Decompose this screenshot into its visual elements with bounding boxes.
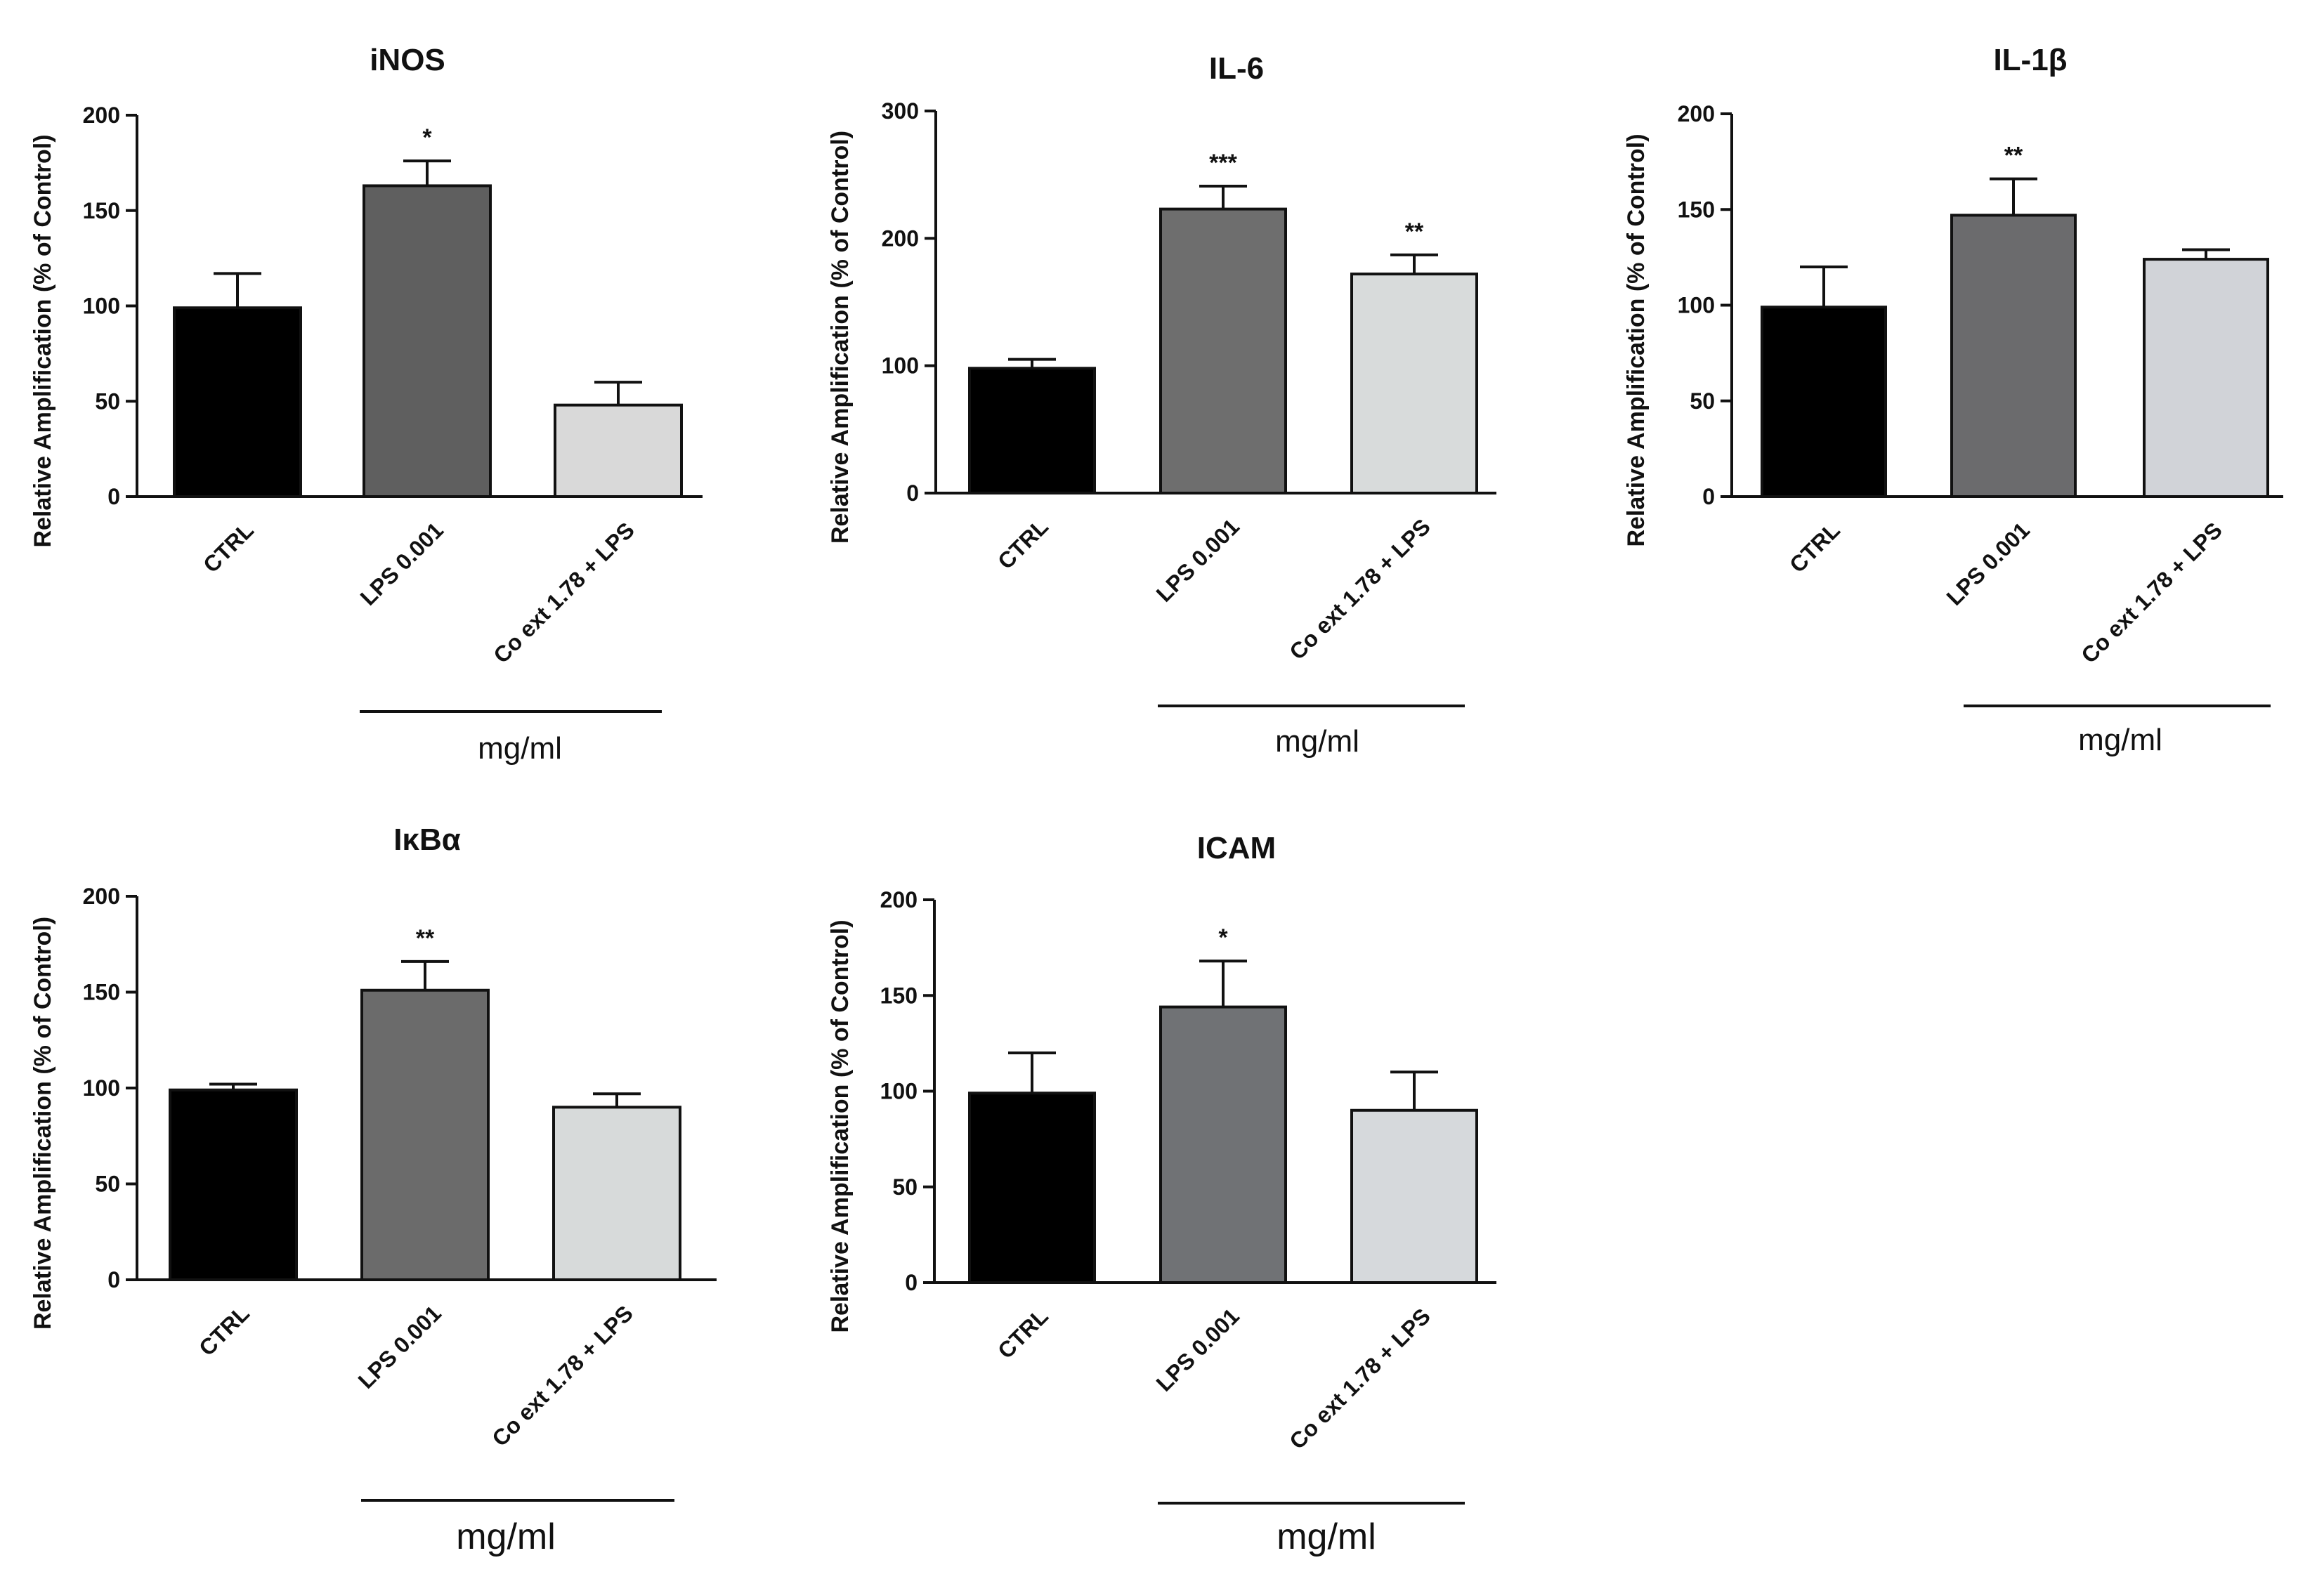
y-tick-label: 100: [1678, 293, 1715, 318]
y-axis-label: Relative Amplification (% of Control): [827, 131, 854, 544]
y-tick-label: 200: [83, 103, 120, 128]
x-tick-label-lps-0-001: LPS 0.001: [355, 517, 448, 610]
y-tick-label: 200: [880, 887, 918, 912]
chart-panel-il-1: IL-1β Relative Amplification (% of Contro…: [1623, 43, 2283, 757]
x-tick-label-lps-0-001: LPS 0.001: [353, 1300, 446, 1393]
x-tick-label-co-ext-1-78-lps: Co ext 1.78 + LPS: [488, 517, 639, 668]
significance-label: **: [416, 925, 435, 952]
x-tick-label-ctrl: CTRL: [198, 517, 259, 577]
chart-title: IκBα: [393, 823, 461, 857]
x-tick-label-co-ext-1-78-lps: Co ext 1.78 + LPS: [1284, 1303, 1435, 1454]
bar-co-ext-1-78-lps: [1350, 273, 1478, 494]
significance-label: *: [422, 124, 432, 151]
y-tick-label: 200: [1678, 101, 1715, 126]
y-axis-label: Relative Amplification (% of Control): [1623, 133, 1650, 546]
y-tick-label: 50: [95, 1172, 120, 1197]
x-tick-label-lps-0-001: LPS 0.001: [1151, 1303, 1244, 1396]
bar-co-ext-1-78-lps: [2143, 258, 2269, 498]
y-tick-label: 0: [905, 1270, 918, 1295]
y-tick-label: 150: [83, 198, 120, 223]
bar-co-ext-1-78-lps: [554, 403, 683, 498]
y-axis-label: Relative Amplification (% of Control): [827, 919, 854, 1332]
x-tick-label-ctrl: CTRL: [993, 1303, 1053, 1363]
significance-label: ***: [1209, 150, 1237, 176]
y-tick-label: 100: [83, 294, 120, 319]
chart-title: IL-1β: [1993, 43, 2067, 77]
x-tick-label-co-ext-1-78-lps: Co ext 1.78 + LPS: [1284, 513, 1435, 664]
unit-label: mg/ml: [1275, 724, 1359, 759]
y-tick-label: 50: [95, 388, 120, 414]
bar-lps-0-001: [1159, 1005, 1287, 1284]
chart-title: ICAM: [1197, 831, 1276, 865]
y-tick-label: 0: [107, 484, 120, 509]
chart-title: IL-6: [1209, 51, 1264, 86]
x-tick-label-co-ext-1-78-lps: Co ext 1.78 + LPS: [2076, 517, 2227, 668]
y-tick-label: 0: [906, 480, 919, 506]
bar-lps-0-001: [1950, 214, 2077, 498]
y-tick-label: 150: [83, 980, 120, 1005]
y-tick-label: 100: [83, 1075, 120, 1101]
y-tick-label: 50: [892, 1174, 918, 1200]
x-tick-label-co-ext-1-78-lps: Co ext 1.78 + LPS: [487, 1300, 638, 1451]
x-tick-label-ctrl: CTRL: [993, 513, 1053, 574]
chart-panel-icam: ICAM Relative Amplification (% of Control…: [827, 831, 1496, 1557]
y-tick-label: 200: [83, 884, 120, 909]
chart-panel-i-b: IκBα Relative Amplification (% of Control…: [30, 823, 717, 1557]
y-tick-label: 100: [880, 1079, 918, 1104]
x-tick-label-lps-0-001: LPS 0.001: [1151, 513, 1244, 606]
chart-panel-il-6: IL-6 Relative Amplification (% of Control…: [827, 51, 1496, 759]
chart-panel-inos: iNOS Relative Amplification (% of Control…: [30, 43, 703, 766]
y-tick-label: 0: [1702, 484, 1715, 509]
bar-ctrl: [968, 367, 1096, 494]
y-axis-label: Relative Amplification (% of Control): [30, 134, 56, 547]
bar-lps-0-001: [363, 184, 492, 498]
bar-ctrl: [173, 306, 302, 498]
significance-label: **: [2004, 143, 2023, 169]
y-tick-label: 200: [882, 225, 919, 251]
unit-label: mg/ml: [2078, 723, 2162, 757]
bar-lps-0-001: [360, 988, 490, 1282]
x-tick-label-ctrl: CTRL: [1784, 517, 1845, 577]
y-tick-label: 100: [882, 353, 919, 379]
bar-ctrl: [1761, 306, 1887, 498]
y-tick-label: 0: [107, 1267, 120, 1292]
unit-label: mg/ml: [1277, 1516, 1376, 1557]
y-tick-label: 150: [880, 983, 918, 1008]
y-tick-label: 50: [1690, 388, 1715, 414]
unit-label: mg/ml: [456, 1516, 556, 1557]
x-tick-label-lps-0-001: LPS 0.001: [1942, 517, 2035, 610]
x-tick-label-ctrl: CTRL: [194, 1300, 254, 1361]
chart-title: iNOS: [370, 43, 445, 77]
bar-ctrl: [968, 1092, 1096, 1284]
bar-co-ext-1-78-lps: [1350, 1108, 1478, 1284]
y-tick-label: 300: [882, 98, 919, 124]
bar-co-ext-1-78-lps: [552, 1106, 681, 1282]
y-tick-label: 150: [1678, 197, 1715, 222]
significance-label: **: [1405, 218, 1424, 245]
y-axis-label: Relative Amplification (% of Control): [30, 917, 56, 1330]
bar-ctrl: [169, 1088, 298, 1281]
bar-lps-0-001: [1159, 207, 1287, 494]
unit-label: mg/ml: [478, 731, 562, 766]
significance-label: *: [1218, 924, 1228, 951]
